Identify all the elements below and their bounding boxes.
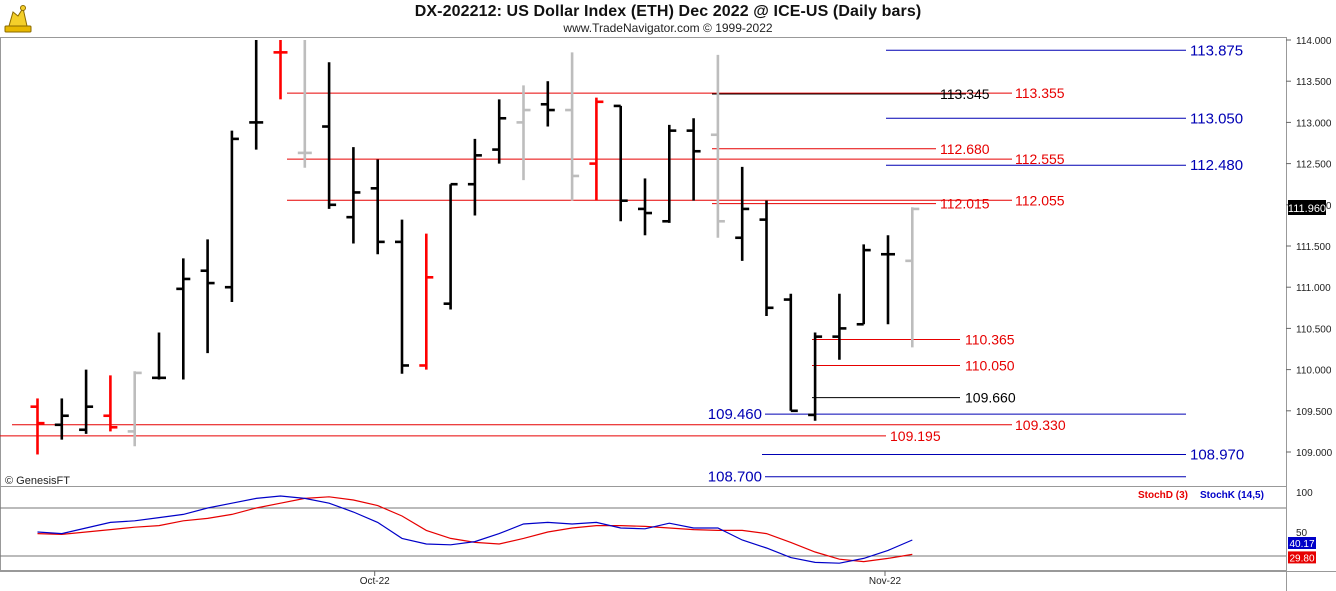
stochk-value-box bbox=[1288, 537, 1316, 549]
x-tick-label: Nov-22 bbox=[869, 576, 902, 587]
stoch-series-line bbox=[37, 495, 913, 564]
stochd-value-label: 29.80 bbox=[1289, 553, 1314, 564]
chart-subtitle: www.TradeNavigator.com © 1999-2022 bbox=[563, 21, 773, 35]
level-label: 108.700 bbox=[708, 469, 762, 486]
level-label: 113.345 bbox=[940, 86, 990, 102]
y-tick-label: 112.500 bbox=[1296, 160, 1332, 171]
level-label: 108.970 bbox=[1190, 446, 1244, 463]
watermark-label: © GenesisFT bbox=[5, 475, 70, 487]
level-label: 109.460 bbox=[708, 406, 762, 423]
y-tick-label: 111.000 bbox=[1296, 283, 1331, 294]
level-label: 113.355 bbox=[1015, 85, 1065, 101]
y-tick-label: 111.500 bbox=[1296, 242, 1331, 253]
y-tick-label: 110.500 bbox=[1296, 324, 1332, 335]
x-tick-label: Oct-22 bbox=[360, 576, 390, 587]
genesis-logo-icon bbox=[3, 2, 33, 34]
level-label: 112.480 bbox=[1190, 157, 1243, 174]
y-tick-label: 109.500 bbox=[1296, 407, 1333, 418]
legend-stochk: StochK (14,5) bbox=[1200, 490, 1264, 501]
stochd-value-box bbox=[1288, 551, 1316, 564]
stoch-y-tick-label: 50 bbox=[1296, 528, 1308, 539]
level-label: 109.195 bbox=[890, 428, 941, 444]
level-label: 110.050 bbox=[965, 357, 1015, 373]
level-label: 112.055 bbox=[1015, 192, 1065, 208]
level-label: 109.330 bbox=[1015, 417, 1066, 433]
level-label: 112.555 bbox=[1015, 151, 1065, 167]
chart-title: DX-202212: US Dollar Index (ETH) Dec 202… bbox=[414, 3, 922, 20]
level-label: 113.875 bbox=[1190, 42, 1243, 59]
y-tick-label: 114.000 bbox=[1296, 36, 1332, 47]
stochk-value-label: 40.17 bbox=[1289, 539, 1314, 550]
price-panel-frame bbox=[0, 37, 1287, 487]
y-tick-label: 109.000 bbox=[1296, 448, 1333, 459]
y-tick-label: 113.000 bbox=[1296, 118, 1332, 129]
y-tick-label: 110.000 bbox=[1296, 366, 1332, 377]
last-price-label: 111.960 bbox=[1288, 203, 1326, 215]
stoch-series-line bbox=[37, 496, 913, 563]
level-label: 109.660 bbox=[965, 390, 1016, 406]
level-label: 112.015 bbox=[940, 196, 990, 212]
level-label: 112.680 bbox=[940, 141, 990, 157]
level-label: 110.365 bbox=[965, 332, 1015, 348]
legend-stochd: StochD (3) bbox=[1138, 490, 1188, 501]
y-tick-label: 113.500 bbox=[1296, 77, 1332, 88]
stoch-y-tick-label: 100 bbox=[1296, 488, 1313, 499]
level-label: 113.050 bbox=[1190, 110, 1243, 127]
last-price-box bbox=[1288, 200, 1326, 215]
